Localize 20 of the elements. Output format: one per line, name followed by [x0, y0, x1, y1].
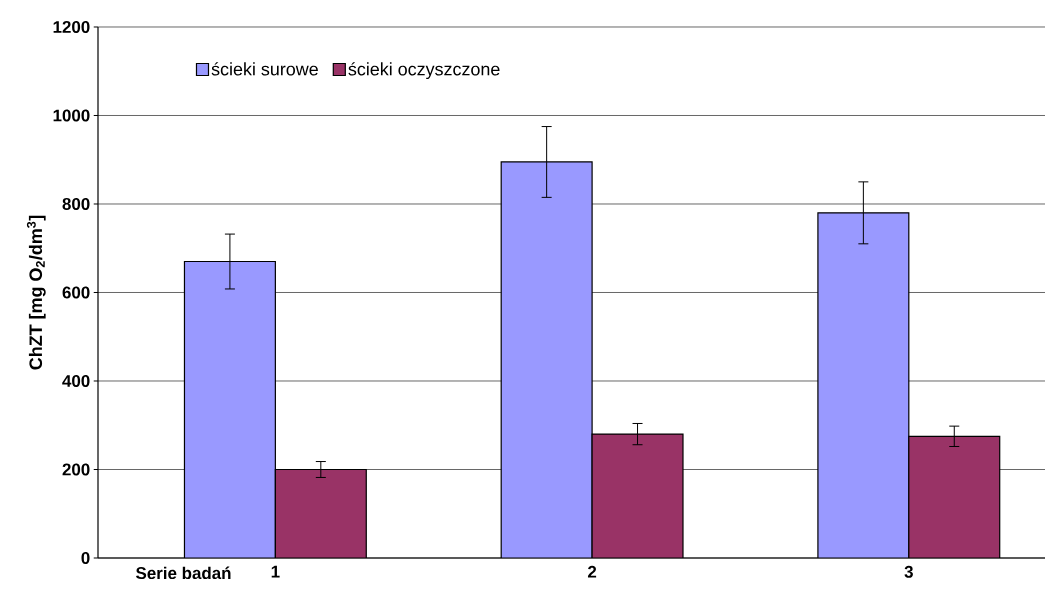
bar	[817, 212, 910, 558]
legend-label: ścieki surowe	[211, 62, 318, 76]
y-tick-label: 1000	[53, 109, 90, 122]
y-tick-label: 1200	[53, 21, 90, 33]
x-tick-label: 3	[904, 565, 913, 578]
bar	[908, 435, 1001, 558]
y-axis-title: ChZT [mg O$_{2}$/dm$^{3}$]	[26, 215, 46, 370]
bar	[184, 261, 276, 558]
bar	[275, 469, 367, 558]
x-axis-title: Serie badań	[135, 566, 231, 580]
x-tick-label: 1	[271, 565, 280, 578]
y-tick-label: 200	[62, 463, 90, 476]
x-tick-label: 2	[587, 565, 597, 578]
bar	[592, 434, 683, 558]
y-tick-label: 800	[62, 198, 90, 210]
y-tick-label: 600	[62, 286, 90, 299]
legend-label: ścieki oczyszczone	[348, 62, 500, 80]
y-tick-label: 400	[62, 375, 90, 387]
y-tick-label: 0	[81, 552, 90, 564]
bar	[501, 161, 593, 558]
